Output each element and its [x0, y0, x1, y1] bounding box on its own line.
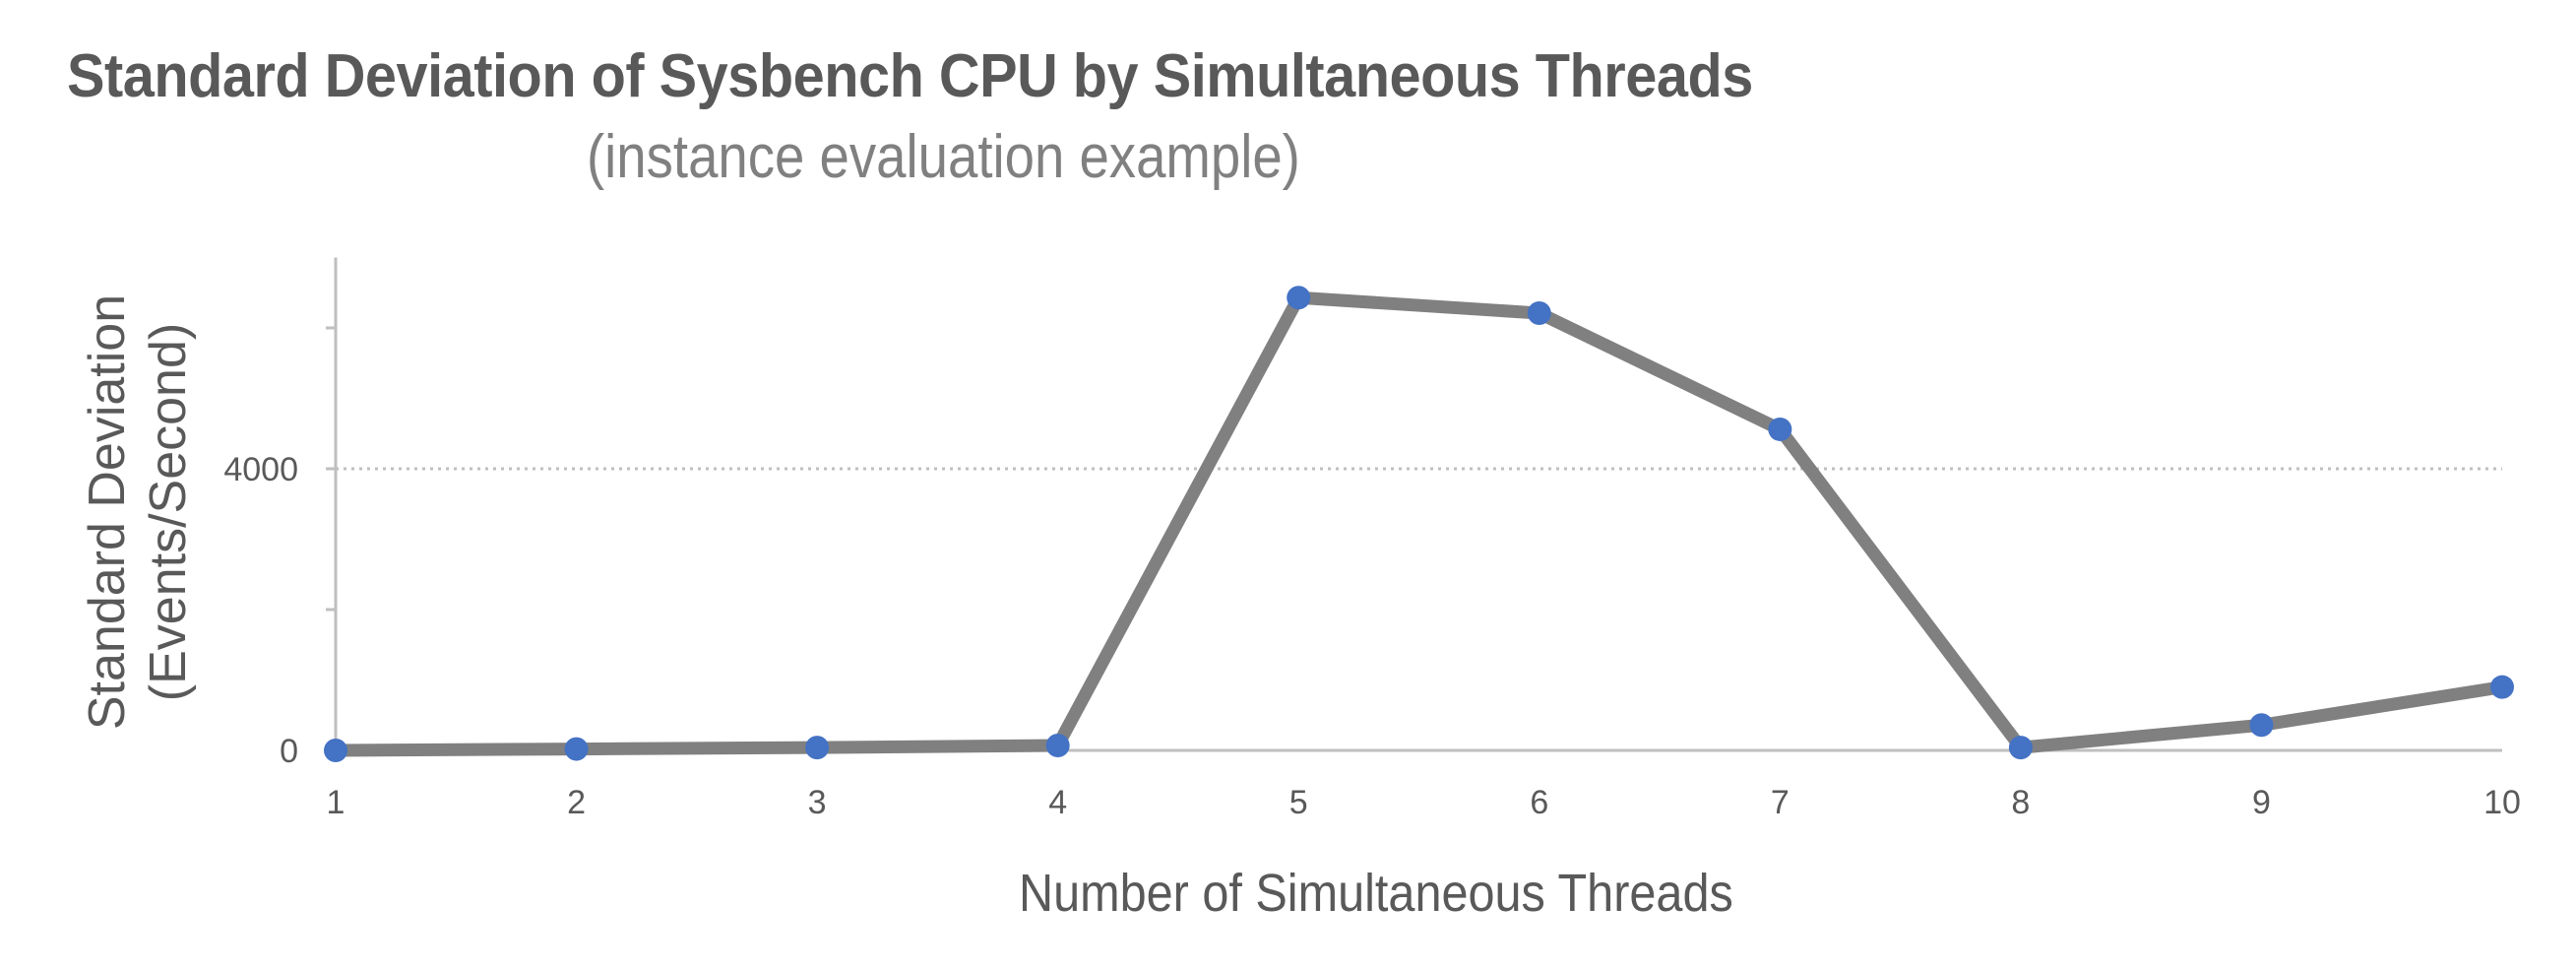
x-tick-label: 8: [2011, 784, 2030, 821]
data-point-marker: [805, 736, 830, 760]
x-tick-label: 3: [808, 784, 827, 821]
data-point-marker: [324, 739, 347, 762]
x-tick-label: 6: [1530, 784, 1548, 821]
data-point-marker: [1527, 300, 1551, 325]
x-tick-label: 10: [2483, 784, 2521, 821]
data-point-marker: [1287, 286, 1311, 310]
x-tick-label: 7: [1771, 784, 1790, 821]
chart-title: Standard Deviation of Sysbench CPU by Si…: [67, 42, 1753, 110]
y-tick-label: 0: [280, 733, 298, 770]
data-point-marker: [1045, 733, 1070, 757]
x-tick-label: 9: [2252, 784, 2271, 821]
x-tick-label: 5: [1289, 784, 1308, 821]
data-point-marker: [1768, 417, 1792, 441]
data-point-marker: [2249, 713, 2274, 738]
x-tick-label: 2: [567, 784, 586, 821]
data-point-marker: [2008, 736, 2033, 760]
x-tick-label: 1: [327, 784, 346, 821]
x-tick-label: 4: [1048, 784, 1067, 821]
data-point-marker: [564, 737, 589, 761]
x-axis-title: Number of Simultaneous Threads: [1019, 864, 1733, 923]
chart-subtitle: (instance evaluation example): [587, 123, 1300, 191]
data-point-marker: [2490, 675, 2514, 699]
series-line: [335, 291, 2504, 757]
y-tick-label: 4000: [223, 451, 298, 488]
